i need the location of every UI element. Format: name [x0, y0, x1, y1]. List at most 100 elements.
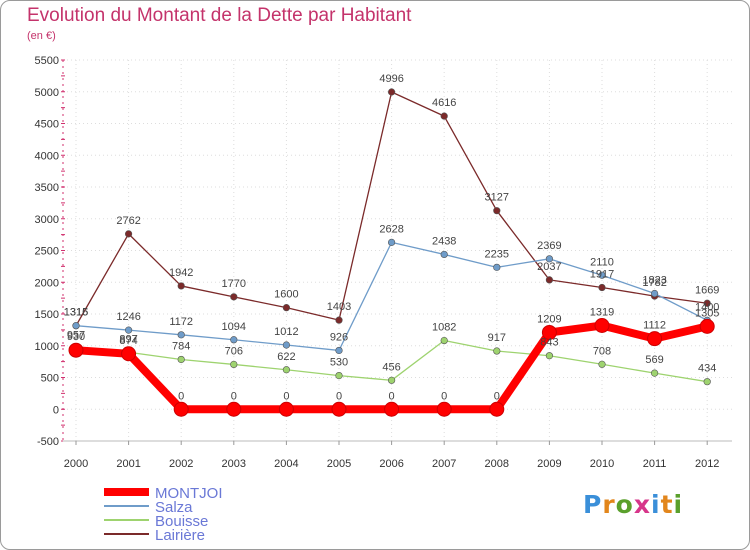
data-point: [436, 401, 452, 417]
data-label: 1082: [432, 322, 456, 334]
data-label: 456: [382, 361, 400, 373]
data-point: [699, 318, 715, 334]
data-point: [177, 282, 185, 290]
y-tick-label: 2000: [35, 277, 59, 289]
logo-letter: r: [602, 490, 616, 519]
legend-label: Lairière: [155, 527, 205, 544]
data-label: 1600: [274, 289, 298, 301]
data-label: 784: [172, 340, 190, 352]
y-tick-label: 3000: [35, 214, 59, 226]
data-point: [177, 331, 185, 339]
data-label: 3127: [485, 192, 509, 204]
logo-letter: i: [673, 490, 684, 519]
data-label: 930: [67, 331, 85, 343]
data-label: 1316: [64, 307, 88, 319]
data-label: 0: [389, 390, 395, 402]
x-tick-label: 2007: [432, 458, 456, 470]
data-point: [278, 401, 294, 417]
data-point: [598, 360, 606, 368]
y-tick-label: 5500: [35, 55, 59, 67]
data-label: 706: [225, 345, 243, 357]
y-tick-label: 0: [53, 404, 59, 416]
data-label: 1315: [64, 307, 88, 319]
y-tick-label: 500: [41, 373, 59, 385]
x-tick-label: 2005: [327, 458, 351, 470]
data-label: 1917: [590, 269, 614, 281]
data-label: 1209: [537, 313, 561, 325]
y-tick-label: 1000: [35, 341, 59, 353]
data-point: [647, 331, 663, 347]
data-point: [703, 299, 711, 307]
data-label: 1782: [642, 277, 666, 289]
x-tick-label: 2009: [537, 458, 561, 470]
data-label: 1669: [695, 284, 719, 296]
data-point: [388, 88, 396, 96]
data-label: 530: [330, 357, 348, 369]
labels-bouisse: 957 897 784 706 622 530 456 1082 917 843 708 569 434: [67, 322, 717, 375]
x-tick-label: 2002: [169, 458, 193, 470]
data-point: [489, 401, 505, 417]
data-point: [335, 346, 343, 355]
data-point: [650, 289, 659, 298]
data-label: 0: [178, 390, 184, 402]
data-label: 0: [283, 390, 289, 402]
x-tick-label: 2003: [222, 458, 246, 470]
data-point: [440, 336, 448, 345]
legend-label: Bouisse: [155, 513, 208, 530]
x-tick-label: 2006: [379, 458, 403, 470]
y-tick-label: 4500: [35, 119, 59, 131]
data-label: 1305: [695, 307, 719, 319]
data-label: 0: [494, 390, 500, 402]
data-point: [598, 271, 606, 279]
data-point: [335, 316, 343, 324]
y-tick-label: 3500: [35, 182, 59, 194]
chart-subtitle: (en €): [27, 30, 56, 42]
logo-letter: o: [615, 490, 634, 519]
x-tick-label: 2012: [695, 458, 719, 470]
data-point: [440, 112, 448, 120]
data-point: [384, 401, 400, 417]
data-label: 0: [231, 390, 237, 402]
data-label: 622: [277, 351, 295, 363]
data-point: [124, 326, 133, 334]
data-label: 4996: [379, 73, 403, 85]
data-label: 0: [336, 390, 342, 402]
data-label: 1770: [222, 278, 246, 290]
y-tick-label: -500: [37, 436, 59, 448]
data-point: [282, 341, 291, 349]
data-label: 2037: [537, 261, 561, 273]
proxiti-logo: Proxiti: [583, 490, 683, 519]
data-label: 2110: [590, 256, 614, 268]
data-point: [230, 360, 238, 369]
data-point: [493, 347, 501, 355]
x-tick-label: 2011: [643, 458, 667, 470]
legend-label: Salza: [155, 499, 193, 516]
data-point: [388, 238, 396, 246]
data-point: [650, 369, 659, 377]
data-point: [124, 230, 133, 238]
data-label: 4616: [432, 97, 456, 109]
data-point: [493, 207, 501, 215]
data-point: [230, 336, 238, 344]
data-point: [173, 401, 189, 417]
y-tick-label: 5000: [35, 87, 59, 99]
data-point: [545, 255, 554, 263]
chart-title: Evolution du Montant de la Dette par Hab…: [27, 5, 412, 26]
data-point: [226, 401, 242, 417]
data-label: 843: [540, 337, 558, 349]
data-label: 926: [330, 331, 348, 343]
logo-letter: t: [660, 490, 674, 519]
data-label: 434: [698, 363, 716, 375]
data-label: 1319: [590, 306, 614, 318]
data-point: [388, 376, 396, 384]
data-label: 2762: [116, 215, 140, 227]
y-tick-label: 1500: [35, 309, 59, 321]
data-label: 1246: [116, 311, 140, 323]
grid: -500 0 500 1000 1500 2000 2500 3000 3500 4000 4500…: [35, 55, 732, 470]
data-label: 2628: [379, 223, 403, 235]
data-point: [541, 324, 557, 340]
data-point: [703, 378, 711, 386]
